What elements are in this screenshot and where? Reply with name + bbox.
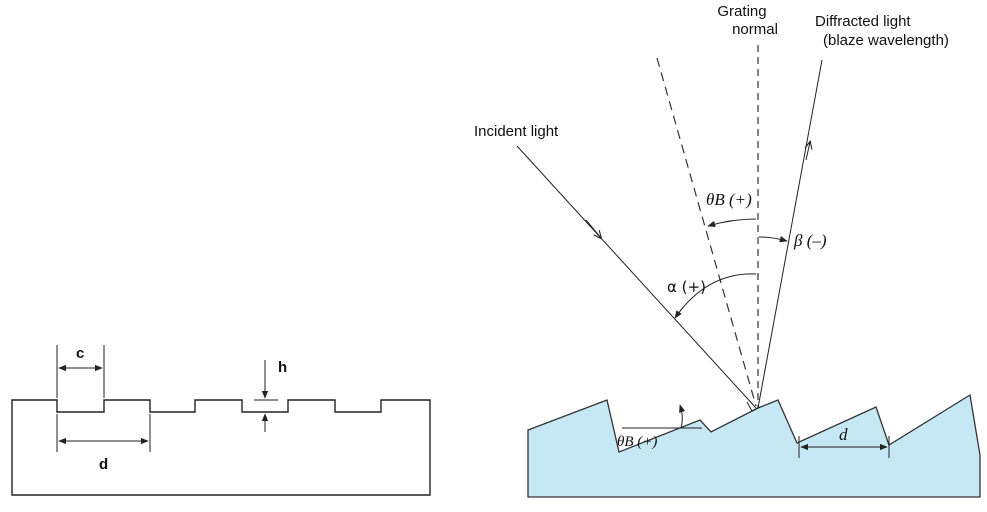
alpha-arc [674,273,757,319]
diffracted-light-label-line2: (blaze wavelength) [823,32,949,49]
facet-blaze-arc [679,404,686,429]
blazed-grating-figure: Grating normal Diffracted light (blaze w… [474,3,981,498]
blazed-d-label: d [839,425,848,444]
beta-arc [758,236,788,243]
diffracted-light-label-line1: Diffracted light [815,13,911,30]
h-label: h [278,359,287,376]
theta-b-surface-label: θB (+) [617,434,657,450]
binary-grating-figure: c d h [11,345,431,496]
theta-b-arc [707,218,757,228]
apex-angle-mark [746,401,761,412]
c-label: c [76,345,84,362]
blazed-substrate [527,393,981,498]
incident-arrow-mark [585,219,601,238]
diffracted-light-ray [757,59,823,409]
grating-normal-label-line2: normal [732,21,778,38]
theta-b-label: θB (+) [706,190,752,209]
binary-grating-profile [11,399,431,496]
alpha-label: α (+) [667,278,706,296]
incident-light-label: Incident light [474,123,559,140]
grating-normal-label-line1: Grating [717,3,766,20]
facet-normal-line [656,57,757,407]
beta-label: β (–) [793,231,827,250]
diffracted-arrow-mark [806,142,810,161]
incident-light-ray [516,145,757,409]
d-label: d [99,456,108,473]
